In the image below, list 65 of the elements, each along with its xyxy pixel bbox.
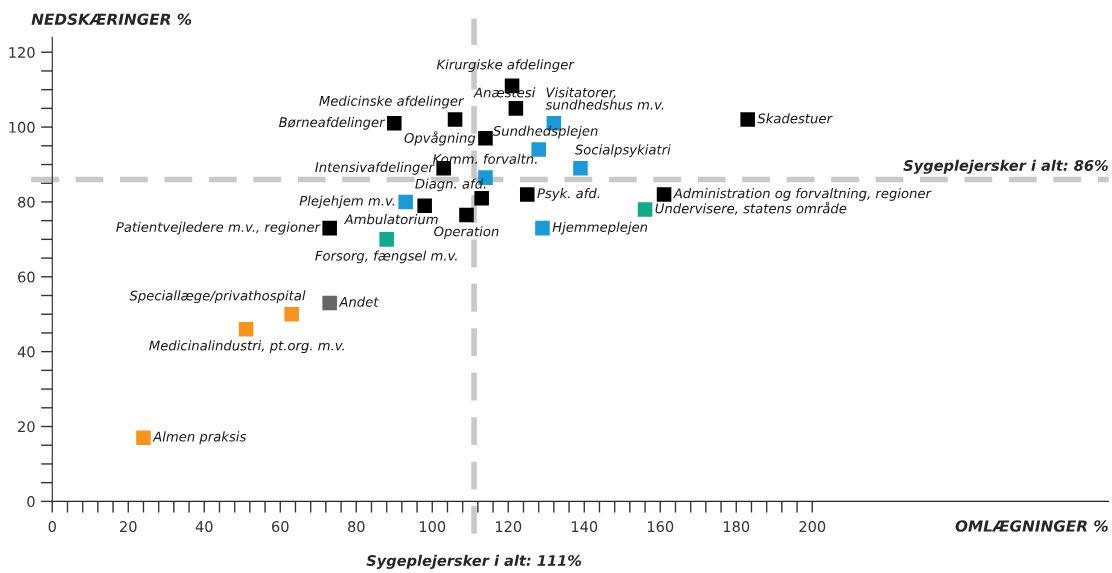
annotation: Visitatorer, sundhedshus m.v. [545,87,664,110]
point [238,321,254,337]
annotation: Socialpsykiatri [574,144,671,158]
y-tick-label: 0 [27,496,35,508]
x-tick-label: 80 [347,521,365,533]
point [398,194,413,210]
annotation: Forsorg, fængsel m.v. [315,250,457,264]
annotation: Administration og forvaltning, regioner [673,188,932,201]
point [284,306,299,322]
annotation: Medicinalindustri, pt.org. m.v. [149,340,344,354]
annotation: Patientvejledere m.v., regioner [116,221,321,235]
point [508,101,524,116]
point [379,232,394,247]
point [386,116,402,131]
point [740,112,755,127]
x-tick-label: 40 [195,521,213,533]
x-tick-label: 20 [120,521,137,533]
annotation: Plejehjem m.v. [299,195,395,209]
y-tick-label: 60 [18,271,35,283]
point [478,131,493,146]
point [136,430,151,446]
annotation: Sundhedsplejen [492,125,598,139]
annotation: Andet [338,296,379,307]
annotation: Intensivafdelinger [315,161,435,175]
x-tick-label: 0 [48,521,56,533]
x-tick-label: 60 [272,521,289,533]
point [474,190,489,206]
point [519,187,535,202]
point [322,295,337,311]
annotation: Kirurgiske afdelinger [436,59,575,73]
point [656,187,672,202]
x-axis-title: OMLÆGNINGER % [955,520,1108,532]
x-tick-label: 160 [647,521,674,533]
y-tick-label: 20 [18,421,35,433]
y-tick-label: 40 [17,346,35,358]
annotation: Medicinske afdelinger [319,95,465,109]
x-tick-label: 180 [723,521,750,533]
y-tick-label: 120 [9,46,35,58]
annotation: Diagn. afd. [415,178,486,192]
annotation: Hjemmeplejen [552,221,648,235]
annotation: Børneafdelinger [279,116,386,130]
x-tick-label: 140 [571,521,598,533]
annotation: Psyk. afd. [537,188,600,201]
point [447,112,463,127]
ref-line-label: Sygeplejersker i alt: 86% [903,159,1108,174]
annotation: Ambulatorium [343,214,438,225]
point [459,207,474,223]
x-tick-label: 100 [419,521,446,533]
annotation: Skadestuer [757,113,833,124]
y-axis-title: NEDSKÆRINGER % [31,13,192,25]
x-tick-label: 200 [799,521,826,533]
annotation: Speciallæge/privathospital [129,290,306,304]
annotation: Opvågning [404,131,476,146]
point [573,160,588,176]
annotation: Undervisere, statens område [655,201,847,215]
y-tick-label: 80 [18,196,35,208]
point [417,198,432,213]
point [535,220,550,236]
annotation: Almen praksis [152,431,247,445]
ref-line-label: Sygeplejersker i alt: 111% [366,554,582,569]
y-tick-label: 100 [9,121,35,133]
point [637,202,653,217]
annotation: Operation [434,226,499,239]
x-tick-label: 120 [495,521,522,533]
point [322,220,337,236]
